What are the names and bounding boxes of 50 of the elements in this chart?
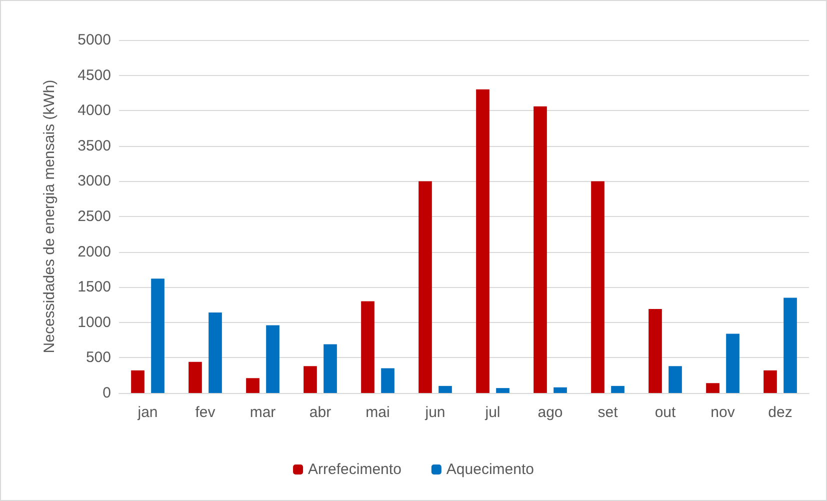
bar (266, 325, 280, 393)
bar (361, 301, 374, 393)
bar (611, 386, 624, 393)
bar (151, 278, 164, 393)
bar (246, 378, 260, 393)
bar (726, 334, 740, 393)
x-tick-label: out (654, 404, 677, 421)
y-tick-label: 3500 (78, 137, 111, 154)
bar (648, 308, 662, 393)
bar (476, 89, 490, 393)
bar (438, 386, 452, 393)
y-tick-label: 4000 (78, 102, 111, 120)
y-tick-label: 4500 (78, 66, 111, 84)
bar (208, 312, 222, 393)
x-tick-label: abr (309, 404, 332, 421)
legend-label: Arrefecimento (308, 461, 402, 478)
bar (304, 366, 317, 393)
y-tick-label: 1500 (78, 278, 111, 296)
bar (554, 387, 567, 393)
bar (496, 388, 510, 393)
bar (706, 383, 720, 393)
bar (324, 344, 337, 393)
x-tick-label: set (598, 404, 619, 421)
bar (131, 370, 144, 393)
x-tick-label: fev (195, 404, 216, 421)
bar (764, 370, 777, 393)
bar (668, 366, 682, 393)
bar (188, 362, 202, 393)
bar (418, 181, 432, 393)
y-tick-label: 1000 (78, 314, 111, 331)
y-tick-label: 500 (86, 349, 111, 366)
y-tick-label: 3000 (78, 172, 111, 190)
y-tick-label: 5000 (78, 32, 111, 48)
y-tick-label: 2000 (78, 243, 111, 260)
x-tick-label: jan (136, 404, 158, 421)
y-axis-title: Necessidades de energia mensais (kWh) (41, 80, 58, 354)
x-tick-label: dez (768, 404, 792, 421)
y-tick-label: 0 (102, 384, 111, 402)
x-tick-label: jul (484, 404, 500, 421)
bar (591, 181, 604, 393)
x-tick-label: mar (250, 404, 276, 421)
legend-label: Aquecimento (446, 461, 534, 478)
bar (381, 368, 394, 393)
x-tick-label: mai (366, 404, 390, 421)
bar (534, 106, 547, 393)
bar (784, 298, 797, 393)
x-tick-label: ago (538, 404, 563, 421)
x-tick-label: jun (424, 404, 446, 421)
y-tick-label: 2500 (78, 208, 111, 225)
x-tick-label: nov (710, 404, 736, 421)
